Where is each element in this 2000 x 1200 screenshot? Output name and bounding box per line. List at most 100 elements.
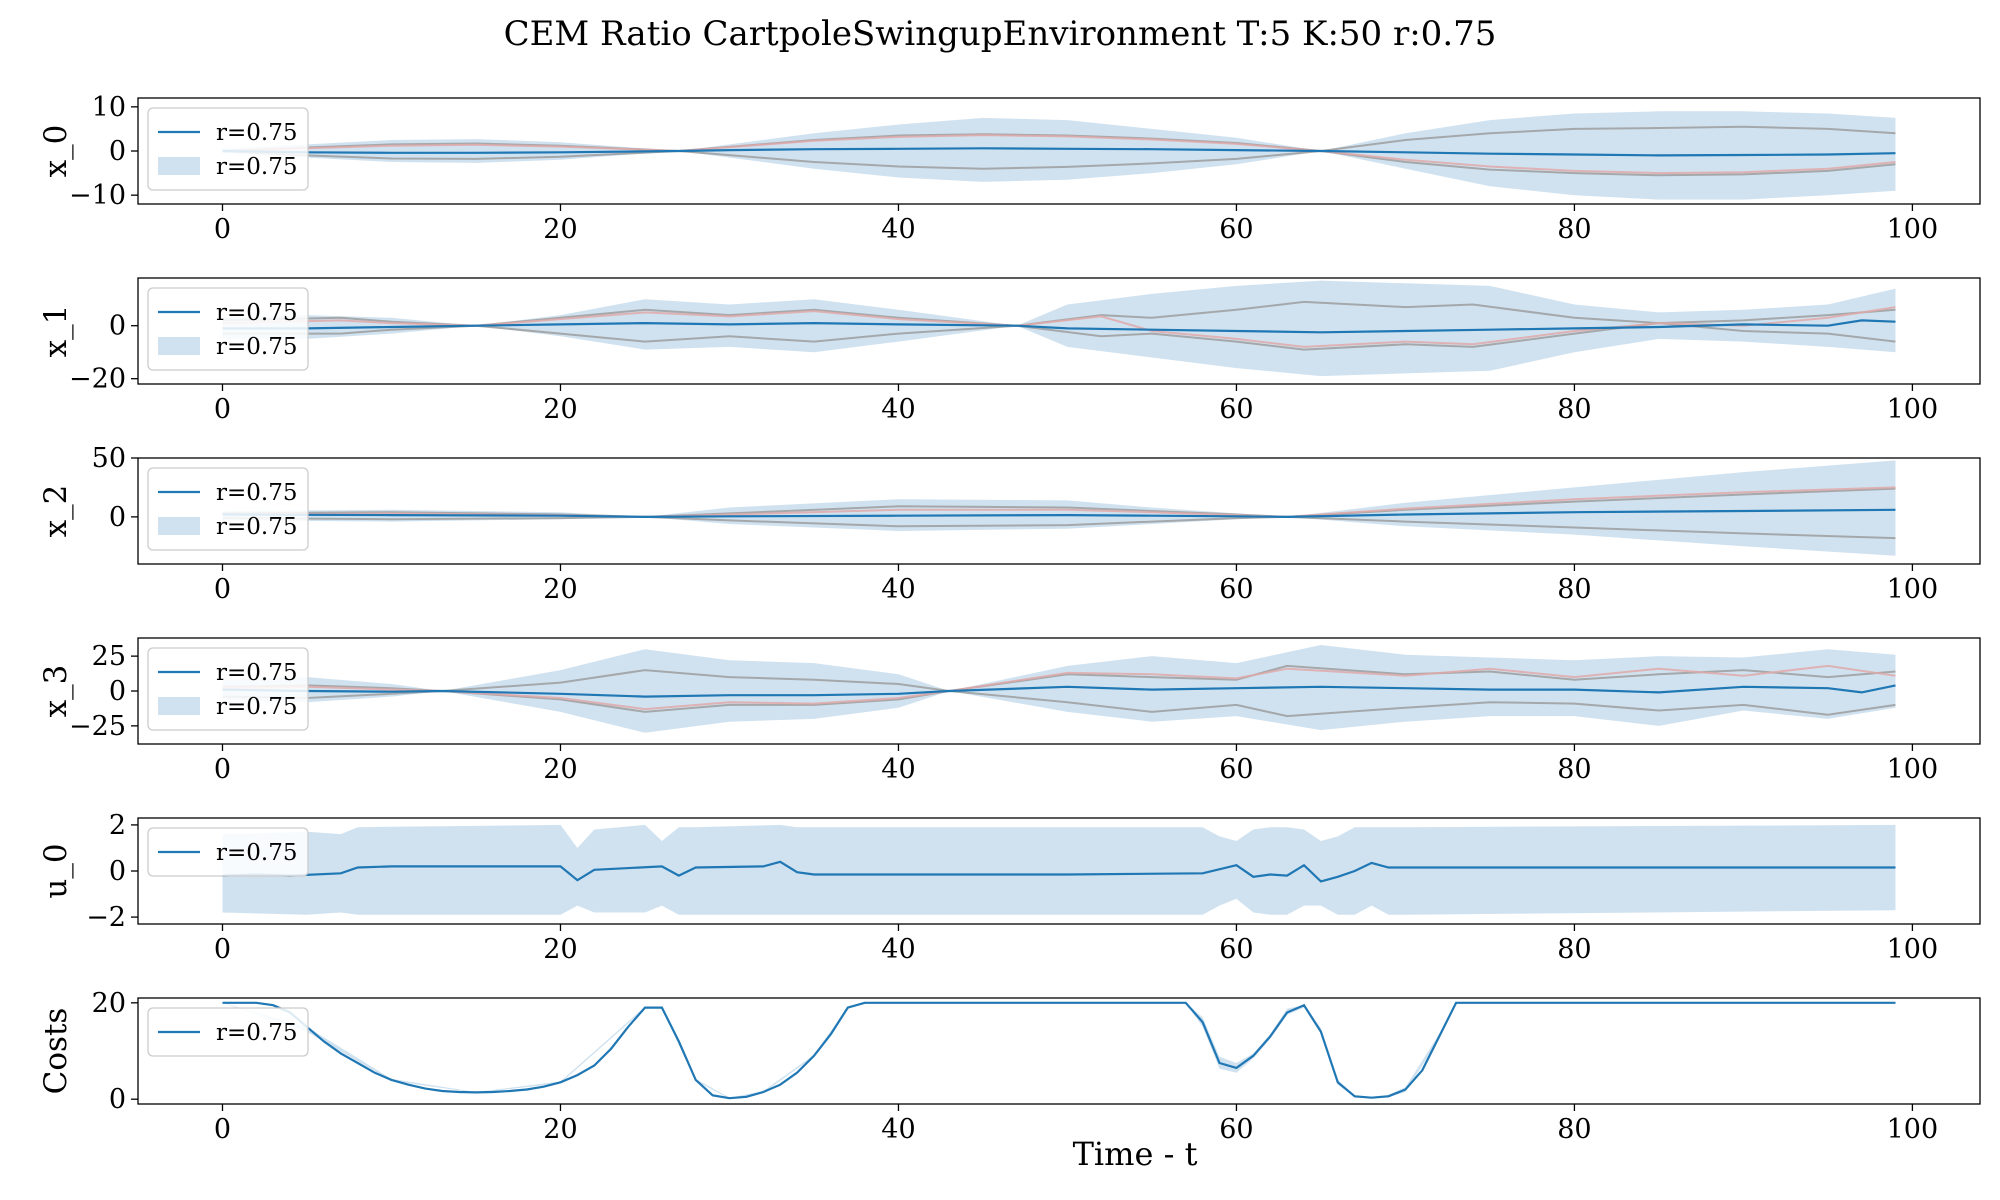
- legend-label: r=0.75: [216, 660, 297, 686]
- y-axis-label: x_2: [38, 485, 74, 538]
- x-tick-label: 20: [543, 214, 577, 245]
- legend: r=0.75: [147, 827, 309, 877]
- plot-area: [222, 1001, 1896, 1100]
- sample-line-3: [222, 664, 1896, 711]
- plot-area: [222, 280, 1896, 377]
- plot-area: [222, 824, 1896, 915]
- legend-label: r=0.75: [216, 840, 297, 866]
- legend: r=0.75 r=0.75: [147, 647, 309, 731]
- x-tick-label: 100: [1887, 934, 1939, 965]
- legend-label: r=0.75: [216, 1020, 297, 1046]
- legend-label: r=0.75: [216, 334, 297, 360]
- y-tick-label: −20: [69, 364, 126, 395]
- plot-area: [222, 111, 1896, 200]
- x-tick-label: 100: [1887, 214, 1939, 245]
- sample-line-2: [222, 515, 1896, 540]
- x-tick-label: 100: [1887, 1114, 1939, 1145]
- y-tick-label: 25: [92, 641, 126, 672]
- x-tick-label: 0: [214, 214, 231, 245]
- x-tick-label: 20: [543, 934, 577, 965]
- y-tick-label: 2: [109, 810, 126, 841]
- sample-line-3: [222, 134, 1896, 175]
- x-tick-label: 80: [1557, 394, 1591, 425]
- subplot-x-3: 0 20 40 60 80 100 −25 0 25 x_3 r=0.75 r=0.75: [38, 637, 1981, 785]
- x-tick-label: 20: [543, 1114, 577, 1145]
- axes-frame: [137, 277, 1981, 385]
- subplot-u-0: 0 20 40 60 80 100 −2 0 2 u_0 r=0.75: [38, 810, 1981, 965]
- y-tick-label: 10: [92, 92, 126, 123]
- legend-label: r=0.75: [216, 514, 297, 540]
- x-tick-label: 100: [1887, 574, 1939, 605]
- legend-label: r=0.75: [216, 154, 297, 180]
- legend-label: r=0.75: [216, 120, 297, 146]
- legend-band-swatch: [158, 337, 200, 355]
- legend: r=0.75 r=0.75: [147, 107, 309, 191]
- legend-label: r=0.75: [216, 300, 297, 326]
- x-tick-label: 40: [881, 574, 915, 605]
- x-tick-label: 60: [1219, 1114, 1253, 1145]
- y-tick-label: −10: [69, 180, 126, 211]
- sample-line-3: [222, 306, 1896, 348]
- x-tick-label: 100: [1887, 394, 1939, 425]
- y-tick-label: 0: [109, 1084, 126, 1115]
- y-tick-label: 0: [109, 136, 126, 167]
- y-tick-label: 20: [92, 988, 126, 1019]
- y-axis-label: Costs: [38, 1008, 74, 1095]
- y-axis-label: x_0: [38, 125, 74, 178]
- x-tick-label: 40: [881, 754, 915, 785]
- y-axis-label: x_3: [38, 665, 74, 718]
- sample-line-1: [222, 664, 1896, 693]
- plot-area: [222, 645, 1896, 733]
- x-tick-label: 20: [543, 754, 577, 785]
- y-tick-label: 0: [109, 856, 126, 887]
- y-tick-label: 0: [109, 502, 126, 533]
- mean-line: [222, 319, 1896, 334]
- y-tick-label: 0: [109, 311, 126, 342]
- x-tick-label: 40: [881, 1114, 915, 1145]
- plot-area: [222, 460, 1896, 556]
- mean-line: [222, 508, 1896, 519]
- legend: r=0.75 r=0.75: [147, 467, 309, 551]
- confidence-band: [222, 1002, 1896, 1099]
- legend-box: [147, 1007, 309, 1057]
- x-tick-label: 0: [214, 1114, 231, 1145]
- x-tick-label: 0: [214, 574, 231, 605]
- confidence-band: [222, 824, 1896, 915]
- x-tick-label: 40: [881, 394, 915, 425]
- x-tick-label: 60: [1219, 574, 1253, 605]
- x-tick-label: 0: [214, 754, 231, 785]
- x-tick-label: 80: [1557, 754, 1591, 785]
- x-tick-label: 40: [881, 214, 915, 245]
- mean-line: [222, 147, 1896, 157]
- legend-label: r=0.75: [216, 694, 297, 720]
- y-axis-label: u_0: [38, 843, 74, 898]
- x-tick-label: 80: [1557, 1114, 1591, 1145]
- axes-frame: [137, 457, 1981, 565]
- x-tick-label: 0: [214, 394, 231, 425]
- chart-title: CEM Ratio CartpoleSwingupEnvironment T:5…: [503, 14, 1497, 54]
- x-tick-label: 60: [1219, 934, 1253, 965]
- legend-label: r=0.75: [216, 480, 297, 506]
- axes-frame: [137, 997, 1981, 1105]
- x-tick-label: 60: [1219, 754, 1253, 785]
- y-tick-label: 50: [92, 443, 126, 474]
- legend-band-swatch: [158, 697, 200, 715]
- x-tick-label: 60: [1219, 394, 1253, 425]
- legend-band-swatch: [158, 517, 200, 535]
- x-tick-label: 40: [881, 934, 915, 965]
- mean-line: [222, 860, 1896, 883]
- y-tick-label: −2: [86, 902, 126, 933]
- subplot-costs: 0 20 40 60 80 100 0 20 Costs r=0.75: [38, 988, 1981, 1145]
- x-tick-label: 60: [1219, 214, 1253, 245]
- subplot-x-2: 0 20 40 60 80 100 0 50 x_2 r=0.75 r=0.75: [38, 443, 1981, 605]
- mean-line: [222, 1001, 1896, 1100]
- y-axis-label: x_1: [38, 305, 74, 358]
- x-tick-label: 20: [543, 394, 577, 425]
- subplot-x-0: 0 20 40 60 80 100 −10 0 10 x_0 r=0.75 r=0.75: [38, 92, 1981, 245]
- legend: r=0.75 r=0.75: [147, 287, 309, 371]
- mean-line: [222, 684, 1896, 698]
- legend-band-swatch: [158, 157, 200, 175]
- y-tick-label: 0: [109, 676, 126, 707]
